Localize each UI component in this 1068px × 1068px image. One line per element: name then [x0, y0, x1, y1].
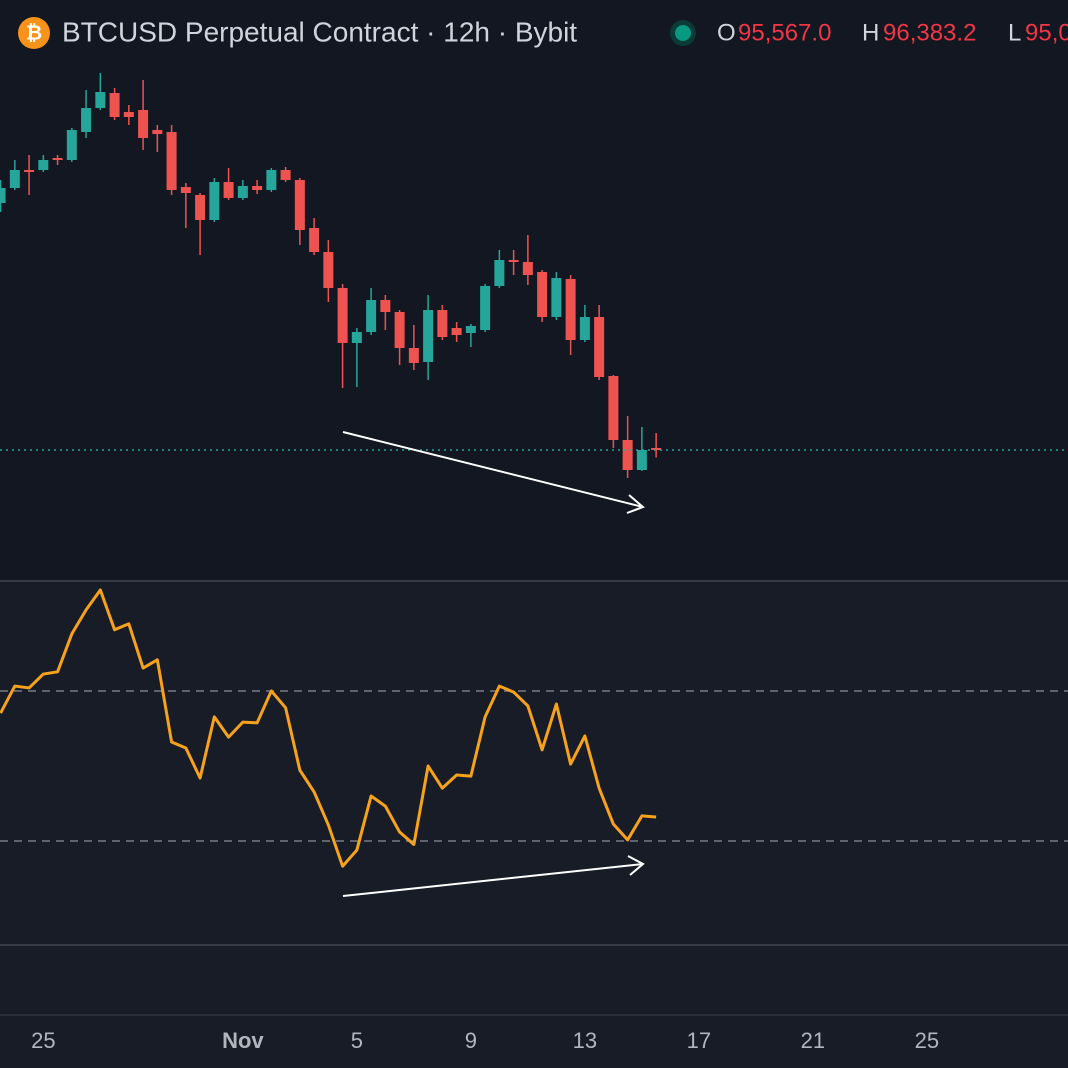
candle-body	[109, 92, 120, 118]
candle-body	[123, 112, 134, 118]
divergence-arrow	[342, 431, 645, 514]
x-tick-label: 5	[351, 1028, 363, 1053]
marks: 25 Nov 5 9 13 17 21 25	[0, 72, 1068, 1053]
candle-body	[366, 300, 377, 333]
candle-body	[209, 182, 220, 220]
candle-body	[252, 185, 263, 190]
candle-body	[237, 185, 248, 198]
candle-body	[380, 300, 391, 313]
candle-body	[38, 160, 49, 170]
candle-body	[223, 182, 234, 198]
candle-body	[537, 272, 548, 318]
candle-body	[337, 287, 348, 343]
x-tick-label: 25	[915, 1028, 939, 1053]
candle-body	[494, 260, 505, 286]
x-tick-label: 13	[573, 1028, 597, 1053]
status-dot	[675, 25, 691, 41]
rsi-pane	[0, 581, 1068, 945]
ohlc-value: 95,0	[1025, 19, 1068, 46]
candle-body	[180, 187, 191, 193]
candle-body	[351, 332, 362, 343]
candle-body	[52, 157, 63, 160]
candle-body	[81, 107, 92, 133]
candle-body	[437, 310, 448, 338]
header-bg	[0, 0, 1068, 66]
candle-body	[636, 450, 647, 470]
divergence-arrow	[342, 855, 645, 897]
candle-body	[9, 170, 20, 188]
time-axis-pane	[0, 945, 1068, 1068]
x-tick-label: 9	[465, 1028, 477, 1053]
x-tick-label: 21	[801, 1028, 825, 1053]
candle-body	[166, 132, 177, 190]
candle-body	[294, 180, 305, 230]
x-tick-label: Nov	[222, 1028, 264, 1053]
symbol-title[interactable]: BTCUSD Perpetual Contract · 12h · Bybit	[62, 16, 577, 47]
ohlc-label: L	[1008, 19, 1021, 46]
coin-glyph: ₿	[26, 22, 42, 44]
candle-body	[309, 227, 320, 253]
ohlc-label: H	[862, 19, 879, 46]
candle-body	[323, 252, 334, 288]
candle-body	[95, 92, 106, 108]
candle-body	[138, 110, 149, 138]
candle-body	[551, 277, 562, 318]
candle-body	[408, 347, 419, 363]
candle-body	[423, 310, 434, 363]
candle-body	[266, 170, 277, 190]
candle-body	[394, 312, 405, 348]
ohlc-value: 96,383.2	[883, 19, 976, 46]
candle-body	[152, 130, 163, 134]
x-tick-label: 17	[687, 1028, 711, 1053]
candle-body	[565, 278, 576, 340]
candle-body	[0, 187, 6, 203]
coin-icon	[18, 17, 50, 49]
rsi-line	[0, 588, 657, 868]
candle-body	[66, 130, 77, 160]
candle-body	[451, 327, 462, 335]
candle-body	[480, 285, 491, 330]
candle-body	[195, 195, 206, 220]
candle-body	[594, 317, 605, 378]
candle-body	[508, 260, 519, 263]
candle-body	[24, 170, 35, 173]
price-pane	[0, 0, 1068, 581]
candle-body	[579, 317, 590, 340]
candle-body	[608, 375, 619, 440]
ohlc-value: 95,567.0	[738, 19, 831, 46]
candle-body	[622, 440, 633, 470]
candle-body	[651, 447, 662, 450]
ohlc-label: O	[717, 19, 736, 46]
candle-body	[465, 325, 476, 333]
x-tick-label: 25	[31, 1028, 55, 1053]
candle-body	[280, 170, 291, 180]
candle-body	[522, 262, 533, 275]
